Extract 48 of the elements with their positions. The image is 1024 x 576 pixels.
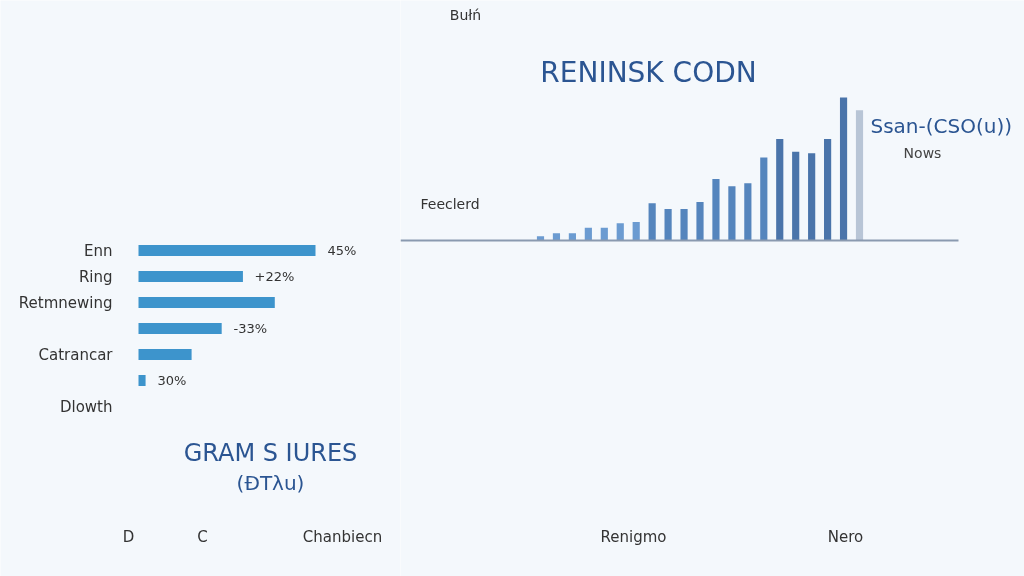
bar [600, 227, 608, 241]
chart-title: RENINSK CODN [540, 56, 757, 89]
bar [138, 271, 243, 282]
y-tick-label: Enn [84, 241, 113, 260]
bar [744, 183, 752, 241]
bar [138, 297, 275, 308]
bar [855, 110, 864, 241]
text: GRAM S IURES [183, 438, 358, 467]
annotation: -33% [233, 321, 268, 336]
text: Nero [827, 527, 864, 546]
bar [648, 203, 656, 241]
bar [616, 223, 624, 241]
bar [760, 157, 768, 241]
bar [138, 375, 146, 386]
bar [632, 221, 640, 241]
text: Feeclerd [420, 195, 480, 212]
bar [776, 138, 784, 241]
bar [824, 138, 832, 241]
annotation: +22% [254, 269, 295, 284]
annotation: 30% [157, 373, 187, 388]
text: Bułń [449, 6, 482, 23]
text: Renigmo [600, 527, 667, 546]
text: Chanbiecn [302, 527, 383, 546]
bar [552, 233, 561, 241]
text: C [197, 527, 208, 546]
bar [839, 97, 848, 241]
y-tick-label: Retmnewing [18, 293, 113, 312]
text: (ĐTλu) [236, 470, 305, 495]
bar [568, 233, 576, 241]
bar [536, 236, 545, 241]
bar [138, 323, 222, 334]
bar [712, 179, 720, 241]
text: Nows [903, 144, 942, 161]
bar [138, 245, 316, 256]
bar [696, 201, 704, 241]
bar [792, 151, 800, 241]
bar [808, 153, 816, 241]
y-tick-label: Dlowth [59, 397, 113, 416]
text: Ssan-(CSO(u)) [870, 113, 1013, 138]
text: 45% [327, 243, 357, 258]
bar [680, 209, 688, 241]
y-tick-label: Ring [78, 267, 113, 286]
bar [728, 186, 736, 241]
text: D [122, 527, 135, 546]
y-tick-label: Catrancar [38, 345, 114, 364]
bar [664, 209, 672, 241]
bar [584, 227, 592, 241]
bar [138, 349, 192, 360]
